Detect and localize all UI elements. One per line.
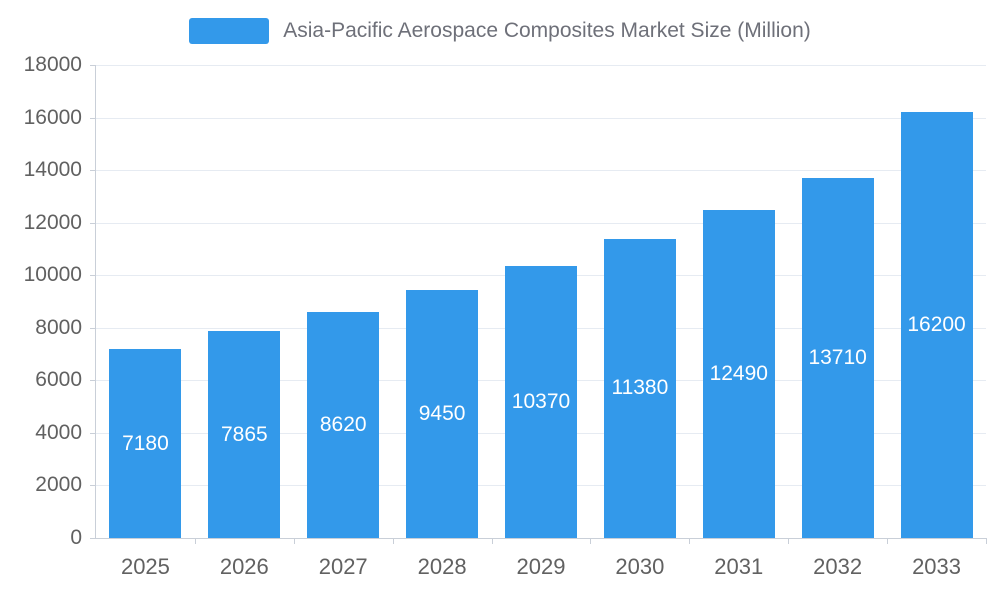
gridline bbox=[96, 117, 986, 119]
y-tick-label: 16000 bbox=[23, 105, 82, 129]
y-axis-tick bbox=[90, 432, 96, 434]
bar-2030: 11380 bbox=[603, 238, 676, 538]
y-tick-label: 8000 bbox=[35, 315, 82, 339]
bar-value-label: 10370 bbox=[511, 389, 571, 413]
x-tick-label: 2029 bbox=[516, 554, 566, 579]
y-tick-label: 4000 bbox=[35, 420, 82, 444]
bar-value-label: 7865 bbox=[220, 422, 268, 446]
x-axis-tick bbox=[986, 538, 987, 544]
y-axis-tick bbox=[90, 538, 96, 539]
x-tick-label: 2025 bbox=[120, 554, 170, 579]
x-axis-tick bbox=[293, 538, 295, 544]
x-tick-label: 2026 bbox=[219, 554, 269, 579]
gridline bbox=[96, 170, 986, 172]
bar-value-label: 11380 bbox=[611, 376, 669, 400]
bar-value-label: 12490 bbox=[709, 361, 768, 385]
legend-swatch bbox=[189, 18, 270, 44]
bar-2026: 7865 bbox=[208, 331, 281, 538]
y-tick-label: 12000 bbox=[23, 210, 82, 234]
bar-2029: 10370 bbox=[505, 265, 577, 538]
bar-value-label: 8620 bbox=[319, 412, 367, 436]
y-tick-label: 18000 bbox=[23, 53, 82, 76]
y-tick-label: 2000 bbox=[35, 473, 82, 497]
x-tick-label: 2033 bbox=[912, 554, 962, 579]
x-tick-label: 2028 bbox=[417, 554, 467, 579]
y-axis-tick bbox=[90, 380, 96, 382]
chart-title: Asia-Pacific Aerospace Composites Market… bbox=[283, 19, 811, 42]
y-axis-tick bbox=[90, 65, 96, 66]
y-tick-label: 6000 bbox=[35, 368, 82, 392]
plot-area: 0 2000 4000 6000 8000 10000 12000 14000 16000 180… bbox=[24, 53, 987, 579]
x-tick-label: 2030 bbox=[615, 554, 665, 579]
bar-value-label: 16200 bbox=[907, 313, 966, 337]
x-tick-label: 2031 bbox=[714, 554, 764, 579]
y-tick-label: 10000 bbox=[23, 263, 82, 287]
bar-2027: 8620 bbox=[307, 311, 380, 538]
bar-value-label: 7180 bbox=[122, 431, 169, 455]
x-axis-tick bbox=[194, 538, 196, 544]
x-axis-tick bbox=[887, 538, 889, 544]
gridline bbox=[96, 65, 986, 66]
bar-2032: 13710 bbox=[801, 177, 874, 538]
y-axis-tick bbox=[90, 275, 96, 277]
bar-value-label: 9450 bbox=[418, 401, 466, 425]
x-axis-tick bbox=[392, 538, 394, 544]
x-tick-label: 2032 bbox=[813, 554, 863, 579]
x-axis-tick bbox=[491, 538, 493, 544]
bar-2025: 7180 bbox=[109, 349, 182, 538]
y-axis-tick bbox=[90, 485, 96, 487]
chart-legend[interactable]: Asia-Pacific Aerospace Composites Market… bbox=[0, 18, 1000, 44]
y-axis-tick bbox=[90, 170, 96, 172]
x-axis-tick bbox=[590, 538, 592, 544]
gridline bbox=[96, 222, 986, 224]
x-axis-tick bbox=[788, 538, 790, 544]
bar-value-label: 13710 bbox=[808, 345, 867, 369]
y-tick-label: 0 bbox=[70, 526, 82, 549]
x-tick-label: 2027 bbox=[318, 554, 368, 579]
x-axis-tick bbox=[689, 538, 691, 544]
bar-2028: 9450 bbox=[406, 289, 479, 538]
y-axis-tick bbox=[90, 327, 96, 329]
y-axis-tick bbox=[90, 117, 96, 119]
y-tick-label: 14000 bbox=[23, 158, 82, 182]
bar-2033: 16200 bbox=[900, 112, 973, 538]
bar-2031: 12490 bbox=[702, 209, 775, 538]
y-axis-tick bbox=[90, 222, 96, 224]
